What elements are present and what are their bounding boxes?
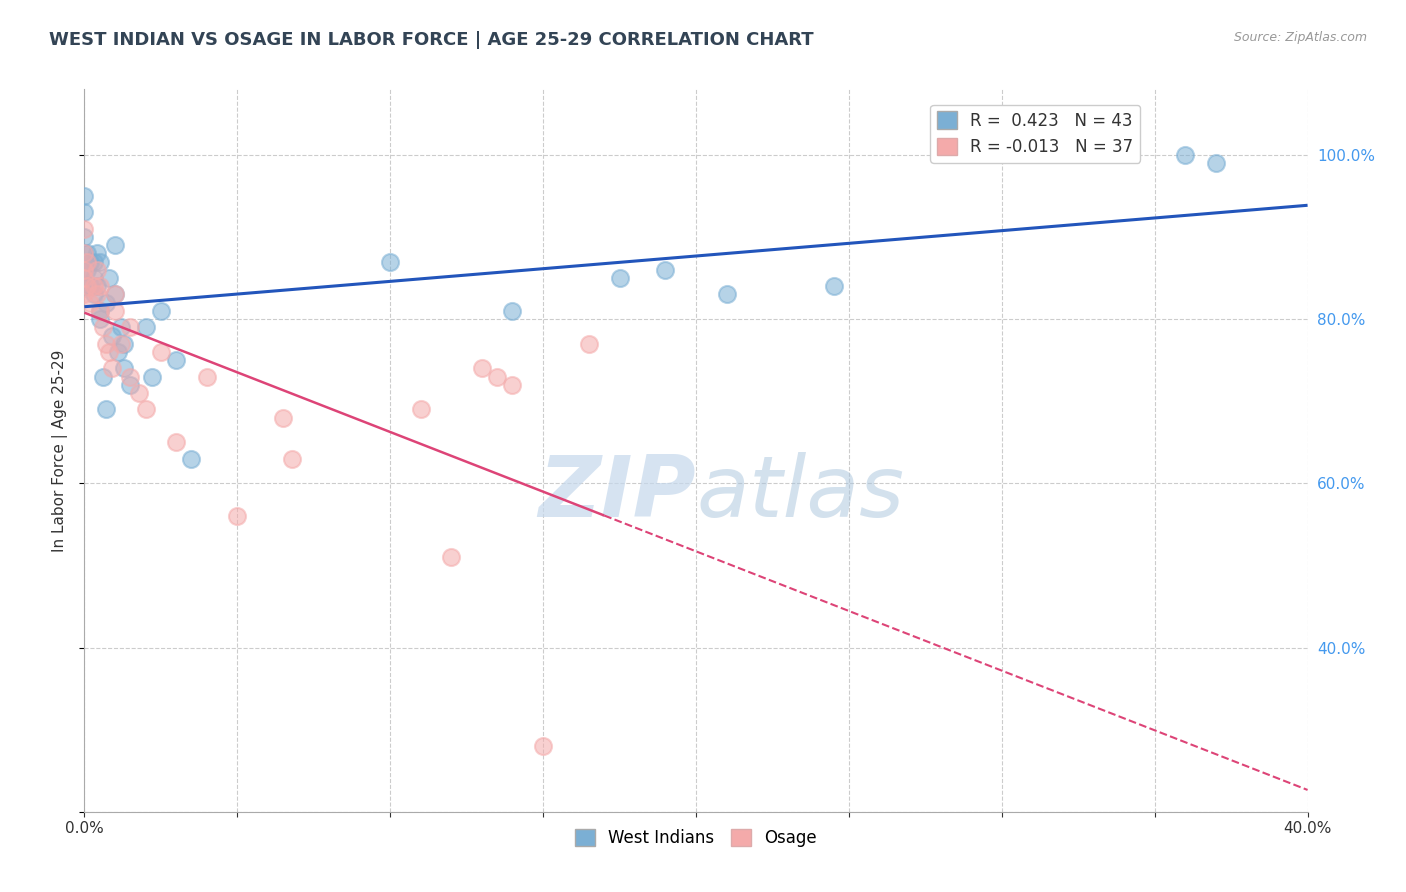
Point [120, 320, 142, 334]
Point [83, 287, 105, 301]
Point [502, 304, 524, 318]
Point [110, 320, 132, 334]
Point [141, 369, 163, 384]
Point [73, 246, 96, 260]
Point [409, 402, 432, 417]
Point [76, 254, 98, 268]
Point [195, 369, 218, 384]
Point [823, 279, 845, 293]
Point [73, 189, 96, 203]
Point [91, 320, 114, 334]
Point [73, 230, 96, 244]
Point [89, 304, 111, 318]
Point [83, 254, 105, 268]
Point [120, 377, 142, 392]
Point [89, 312, 111, 326]
Point [73, 246, 96, 260]
Point [104, 287, 127, 301]
Point [79, 279, 101, 293]
Point [76, 246, 98, 260]
Point [502, 377, 524, 392]
Point [120, 369, 142, 384]
Point [112, 336, 135, 351]
Point [86, 263, 108, 277]
Legend: West Indians, Osage: West Indians, Osage [568, 822, 824, 854]
Point [94, 295, 117, 310]
Point [83, 279, 105, 293]
Point [1174, 148, 1197, 162]
Point [609, 271, 631, 285]
Point [531, 739, 554, 753]
Point [73, 279, 96, 293]
Point [104, 238, 127, 252]
Point [486, 369, 509, 384]
Point [104, 287, 127, 301]
Point [226, 509, 249, 524]
Point [73, 205, 96, 219]
Point [94, 336, 117, 351]
Point [135, 402, 157, 417]
Point [281, 451, 304, 466]
Point [101, 361, 124, 376]
Point [89, 304, 111, 318]
Point [86, 246, 108, 260]
Point [97, 271, 120, 285]
Point [83, 271, 105, 285]
Text: Source: ZipAtlas.com: Source: ZipAtlas.com [1233, 31, 1367, 45]
Point [128, 386, 150, 401]
Point [578, 336, 600, 351]
Text: ZIP: ZIP [538, 452, 696, 535]
Point [94, 402, 117, 417]
Point [73, 221, 96, 235]
Point [165, 435, 187, 450]
Point [76, 279, 98, 293]
Point [165, 353, 187, 368]
Point [89, 279, 111, 293]
Point [86, 279, 108, 293]
Point [97, 345, 120, 359]
Point [79, 295, 101, 310]
Point [135, 320, 157, 334]
Point [1205, 156, 1227, 170]
Point [110, 336, 132, 351]
Point [76, 263, 98, 277]
Point [73, 287, 96, 301]
Point [440, 550, 463, 565]
Point [86, 287, 108, 301]
Point [107, 345, 129, 359]
Point [73, 271, 96, 285]
Y-axis label: In Labor Force | Age 25-29: In Labor Force | Age 25-29 [52, 350, 69, 551]
Text: WEST INDIAN VS OSAGE IN LABOR FORCE | AGE 25-29 CORRELATION CHART: WEST INDIAN VS OSAGE IN LABOR FORCE | AG… [49, 31, 814, 49]
Point [79, 254, 101, 268]
Point [91, 369, 114, 384]
Point [104, 304, 127, 318]
Text: atlas: atlas [696, 452, 904, 535]
Point [101, 328, 124, 343]
Point [380, 254, 402, 268]
Point [112, 361, 135, 376]
Point [149, 345, 172, 359]
Point [471, 361, 494, 376]
Point [73, 263, 96, 277]
Point [149, 304, 172, 318]
Point [180, 451, 202, 466]
Point [89, 254, 111, 268]
Point [716, 287, 738, 301]
Point [271, 410, 294, 425]
Point [654, 263, 676, 277]
Point [73, 263, 96, 277]
